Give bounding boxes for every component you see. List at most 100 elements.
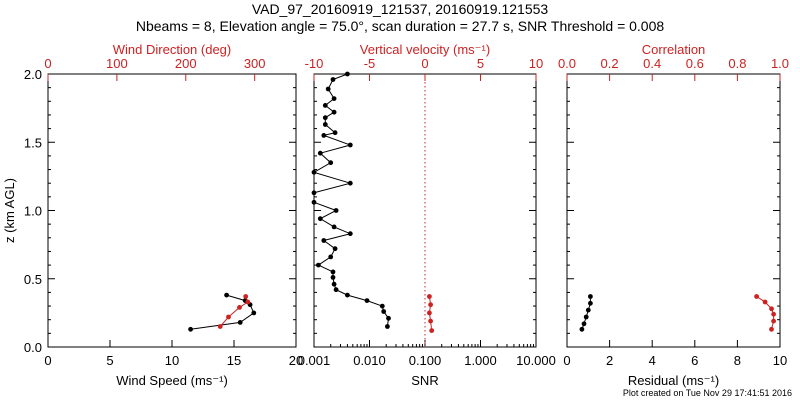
data-point-snr-0 [385,324,390,329]
data-point-snr-0 [333,287,339,293]
plot-frame-resid [566,73,781,348]
data-point-snr-0 [331,109,337,115]
top-tick-label-snr: 10 [529,56,543,71]
data-point-snr-0 [345,292,350,298]
x-tick-label-snr: 0.001 [298,353,331,368]
data-point-resid-1 [762,299,768,305]
data-point-wind-1 [237,305,242,310]
data-point-snr-0 [328,254,334,260]
data-point-snr-1 [427,310,432,316]
y-axis-label: z (km AGL) [2,178,17,243]
x-tick-label-wind: 0 [44,353,51,368]
x-tick-label-wind: 10 [165,353,179,368]
x-tick-label-resid: 0 [563,353,570,368]
top-tick-label-wind: 300 [244,56,266,71]
top-tick-label-wind: 100 [106,56,128,71]
x-tick-label-wind: 15 [227,353,241,368]
data-point-snr-0 [317,216,323,222]
data-point-snr-0 [379,303,385,309]
top-tick-label-resid: 0.8 [728,56,746,71]
data-point-snr-0 [333,208,339,213]
data-point-wind-0 [251,310,257,316]
y-tick-label: 1.0 [24,204,42,219]
data-point-snr-0 [321,238,327,243]
data-point-snr-0 [347,180,353,186]
top-axis-label-snr: Vertical velocity (ms⁻¹) [360,42,490,57]
top-tick-label-snr: 5 [477,56,484,71]
data-point-snr-0 [331,281,337,287]
top-tick-label-resid: 0.4 [643,56,661,71]
data-point-snr-0 [347,231,353,237]
data-point-snr-0 [332,246,338,252]
x-axis-label-resid: Residual (ms⁻¹) [628,373,719,388]
data-point-snr-0 [347,142,353,148]
data-point-snr-0 [386,315,391,321]
data-point-resid-1 [754,294,759,299]
data-point-resid-0 [579,326,585,332]
data-point-resid-1 [769,306,774,312]
data-point-snr-0 [311,190,317,196]
x-tick-label-resid: 10 [773,353,787,368]
y-tick-label: 1.5 [24,135,42,150]
data-point-resid-1 [771,311,776,317]
data-point-resid-0 [588,294,593,299]
x-tick-label-snr: 10.000 [516,353,556,368]
top-tick-label-wind: 0 [44,56,51,71]
data-point-snr-1 [428,318,433,324]
x-tick-label-snr: 1.000 [464,353,497,368]
top-tick-label-resid: 1.0 [771,56,789,71]
data-point-resid-1 [769,326,774,332]
x-axis-label-snr: SNR [411,373,438,388]
x-tick-label-resid: 4 [649,353,656,368]
top-tick-label-resid: 0.6 [686,56,704,71]
plot-frame-wind [47,73,297,348]
data-point-snr-0 [331,96,337,101]
data-point-snr-0 [330,269,336,275]
data-point-snr-0 [321,133,327,138]
top-tick-label-snr: -5 [364,56,376,71]
top-axis-label-resid: Correlation [642,42,706,57]
data-point-snr-0 [311,169,317,175]
data-point-wind-1 [245,299,251,305]
data-point-snr-0 [328,160,334,166]
x-tick-label-resid: 6 [691,353,698,368]
data-point-wind-1 [243,294,249,299]
chart-subtitle: Nbeams = 8, Elevation angle = 75.0°, sca… [135,18,665,34]
x-tick-label-snr: 0.100 [409,353,442,368]
data-point-snr-0 [331,224,337,230]
data-point-resid-0 [581,321,587,327]
x-tick-label-wind: 5 [106,353,113,368]
top-tick-label-snr: 0 [421,56,428,71]
plot-timestamp: Plot created on Tue Nov 29 17:41:51 2016 [622,388,792,398]
data-point-wind-0 [188,326,194,332]
data-point-wind-1 [226,314,231,320]
data-point-snr-0 [322,103,328,108]
y-tick-label: 2.0 [24,67,42,82]
x-axis-label-wind: Wind Speed (ms⁻¹) [116,373,228,388]
data-point-snr-0 [322,122,328,127]
data-point-wind-1 [217,324,223,329]
data-point-snr-0 [330,275,336,280]
series-line-wind-0 [190,294,255,330]
data-point-snr-0 [364,298,370,303]
data-point-resid-0 [588,300,593,306]
top-tick-label-snr: -10 [305,56,324,71]
y-tick-label: 0.0 [24,340,42,355]
top-tick-label-resid: 0.2 [601,56,619,71]
x-tick-label-wind: 20 [289,353,303,368]
data-point-snr-1 [428,302,433,308]
data-point-snr-0 [345,71,350,77]
data-point-snr-0 [317,150,323,156]
data-point-snr-0 [311,199,317,205]
top-tick-label-wind: 200 [175,56,197,71]
x-tick-label-resid: 8 [734,353,741,368]
top-axis-label-wind: Wind Direction (deg) [113,42,232,57]
data-point-snr-1 [429,328,435,333]
data-point-snr-1 [427,294,432,299]
data-point-resid-0 [585,307,591,313]
data-point-snr-0 [332,130,338,136]
x-tick-label-snr: 0.010 [353,353,386,368]
series-line-snr-0 [312,73,390,327]
data-point-snr-0 [316,262,321,268]
